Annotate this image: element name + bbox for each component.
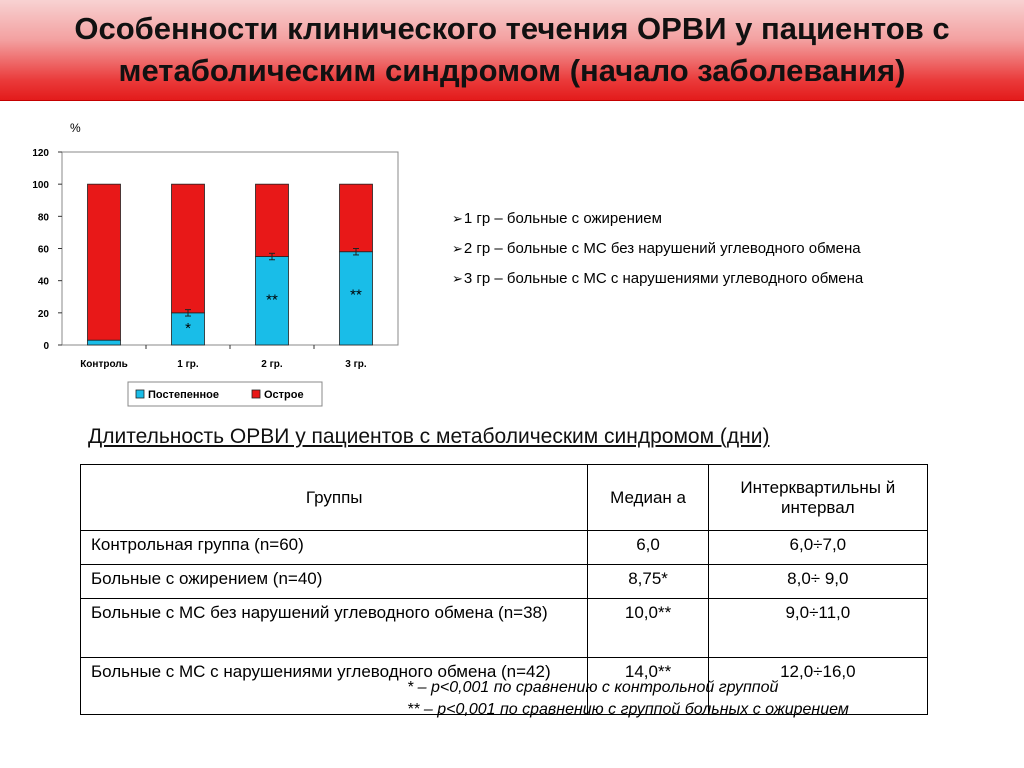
header-groups: Группы — [79, 464, 589, 531]
cell-iqr: 8,0÷ 9,0 — [707, 564, 929, 599]
group-legend-list: ➢1 гр – больные с ожирением ➢2 гр – боль… — [452, 204, 1012, 294]
cell-iqr: 9,0÷11,0 — [707, 598, 929, 658]
bullet-item-group-1: ➢1 гр – больные с ожирением — [452, 210, 662, 227]
footnote-2: ** – р<0,001 по сравнению с группой боль… — [407, 701, 849, 718]
legend-swatch — [251, 389, 261, 399]
legend-swatch — [135, 389, 145, 399]
cell-group: Больные с МС без нарушений углеводного о… — [79, 598, 589, 658]
header-median: Медиан а — [587, 464, 709, 531]
legend-label: Острое — [264, 389, 304, 401]
bullet-arrow-icon: ➢ — [452, 211, 463, 226]
stacked-bar-chart: % 0 20 40 60 80 100 120 Контроль 1 гр. * 2 гр. ** 3 г… — [32, 121, 399, 407]
y-tick-label: 20 — [38, 309, 50, 320]
table-caption: Длительность ОРВИ у пациентов с метаболи… — [88, 425, 770, 448]
y-tick-label: 40 — [38, 277, 50, 288]
bullet-item-group-3: ➢3 гр – больные с МС с нарушениями углев… — [452, 270, 864, 287]
cell-median: 14,0** — [587, 657, 709, 715]
bar-gradual — [87, 339, 121, 346]
page-title: Особенности клинического течения ОРВИ у … — [0, 8, 1024, 92]
x-tick-label: 2 гр. — [261, 359, 283, 370]
bar-acute — [255, 183, 289, 257]
legend-box — [127, 381, 323, 407]
cell-iqr: 6,0÷7,0 — [707, 530, 929, 565]
y-tick-label: 120 — [32, 148, 49, 159]
bar-gradual — [171, 312, 205, 346]
cell-group: Больные с МС с нарушениями углеводного о… — [79, 657, 589, 715]
significance-marker: * — [185, 320, 191, 337]
significance-marker: ** — [350, 287, 362, 304]
table-row: Контрольная группа (n=60) 6,0 6,0÷7,0 — [79, 530, 929, 565]
title-banner: Особенности клинического течения ОРВИ у … — [0, 0, 1024, 101]
x-tick-label: Контроль — [80, 359, 128, 370]
y-tick-label: 60 — [38, 245, 50, 256]
bar-acute — [339, 183, 373, 253]
y-tick-label: 100 — [32, 180, 49, 191]
significance-marker: ** — [266, 292, 278, 309]
footnote-1: * – р<0,001 по сравнению с контрольной г… — [407, 679, 779, 696]
bar-acute — [171, 183, 205, 314]
bullet-item-group-2: ➢2 гр – больные с МС без нарушений углев… — [452, 240, 861, 257]
y-axis-label: % — [70, 121, 81, 135]
x-tick-label: 1 гр. — [177, 359, 199, 370]
table-row: Больные с МС без нарушений углеводного о… — [79, 598, 929, 658]
bullet-arrow-icon: ➢ — [452, 241, 463, 256]
cell-group: Контрольная группа (n=60) — [79, 530, 589, 565]
bar-gradual — [339, 251, 373, 346]
cell-median: 6,0 — [587, 530, 709, 565]
cell-median: 10,0** — [587, 598, 709, 658]
legend-label: Постепенное — [148, 389, 219, 401]
table-row: Больные с ожирением (n=40) 8,75* 8,0÷ 9,… — [79, 564, 929, 599]
cell-iqr: 12,0÷16,0 — [707, 657, 929, 715]
header-iqr: Интерквартильны й интервал — [707, 464, 929, 531]
table-header-row: Группы Медиан а Интерквартильны й интерв… — [79, 464, 929, 531]
cell-median: 8,75* — [587, 564, 709, 599]
page-title-line-1: Особенности клинического течения ОРВИ у … — [74, 11, 950, 46]
bullet-arrow-icon: ➢ — [452, 271, 463, 286]
x-tick-label: 3 гр. — [345, 359, 367, 370]
y-tick-label: 80 — [38, 212, 50, 223]
y-tick-label: 0 — [43, 341, 49, 352]
page-title-line-2: метаболическим синдромом (начало заболев… — [118, 53, 906, 88]
bar-acute — [87, 183, 121, 341]
cell-group: Больные с ожирением (n=40) — [79, 564, 589, 599]
footnotes: * – р<0,001 по сравнению с контрольной г… — [407, 677, 877, 721]
table-row: Больные с МС с нарушениями углеводного о… — [79, 657, 929, 715]
duration-table: Группы Медиан а Интерквартильны й интерв… — [79, 464, 929, 715]
